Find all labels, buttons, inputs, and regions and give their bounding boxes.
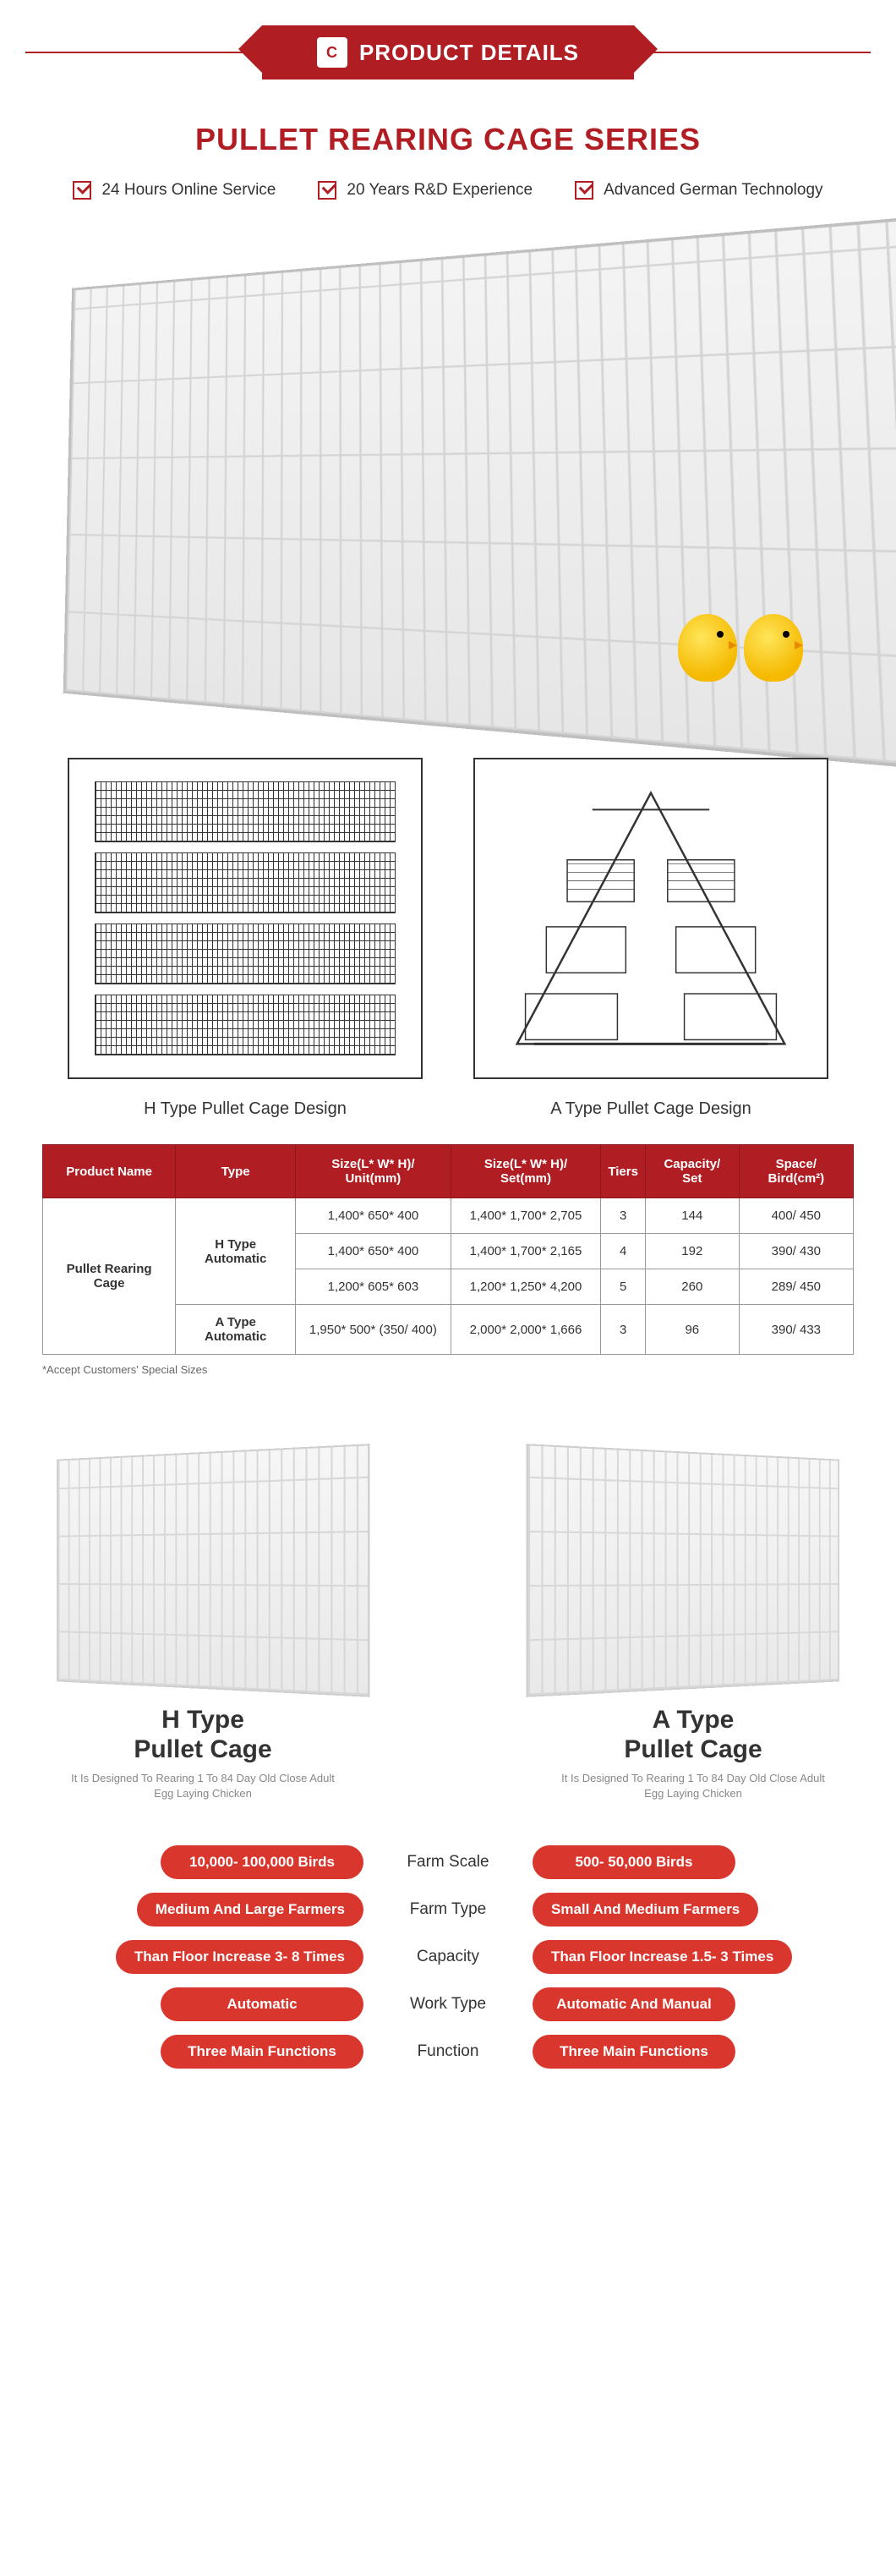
spec-cell: 1,400* 650* 400 [296,1234,451,1269]
cage-render-icon [63,201,896,787]
badge-item: 20 Years R&D Experience [318,181,533,200]
spec-cell: 260 [645,1269,739,1305]
compare-row-label: Work Type [363,1995,533,2014]
badge-item: 24 Hours Online Service [73,181,276,200]
spec-cell: 1,400* 1,700* 2,705 [451,1198,601,1234]
spec-cell: 144 [645,1198,739,1234]
compare-pill-right: Than Floor Increase 1.5- 3 Times [533,1940,792,1974]
spec-row: Pullet Rearing CageH Type Automatic1,400… [43,1198,854,1234]
compare-row-label: Function [363,2042,533,2061]
badge-item: Advanced German Technology [575,181,822,200]
badge-text: Advanced German Technology [604,181,822,200]
diagram-a-box: A Type Pullet Cage Design [473,758,828,1119]
compare-pill-left: Automatic [161,1987,363,2021]
spec-header-cell: Space/ Bird(cm²) [739,1145,853,1198]
diagram-a-label: A Type Pullet Cage Design [473,1099,828,1119]
compare-left-sub: It Is Designed To Rearing 1 To 84 Day Ol… [42,1771,363,1801]
diagram-h-icon [68,758,423,1079]
badge-row: 24 Hours Online Service 20 Years R&D Exp… [0,181,896,200]
compare-right-sub: It Is Designed To Rearing 1 To 84 Day Ol… [533,1771,854,1801]
banner-label: PRODUCT DETAILS [359,40,579,66]
compare-right-title-2: Pullet Cage [533,1735,854,1765]
banner: C PRODUCT DETAILS [0,25,896,79]
spec-cell: 3 [601,1198,646,1234]
spec-cell: 2,000* 2,000* 1,666 [451,1305,601,1355]
spec-type-cell: H Type Automatic [176,1198,296,1305]
compare-left-title-1: H Type [42,1706,363,1735]
spec-cell: 390/ 430 [739,1234,853,1269]
check-icon [575,181,593,200]
compare-right-title-1: A Type [533,1706,854,1735]
compare-pill-left: 10,000- 100,000 Birds [161,1845,363,1879]
badge-text: 24 Hours Online Service [101,181,276,200]
spec-cell: 5 [601,1269,646,1305]
spec-header-cell: Tiers [601,1145,646,1198]
compare-row-label: Farm Scale [363,1853,533,1872]
diagram-row: H Type Pullet Cage Design A Type Pullet … [0,758,896,1119]
badge-text: 20 Years R&D Experience [347,181,533,200]
spec-cell: 1,400* 1,700* 2,165 [451,1234,601,1269]
spec-cell: 1,200* 605* 603 [296,1269,451,1305]
compare-pill-left: Medium And Large Farmers [137,1893,363,1927]
chick-icon [678,614,737,682]
table-note: *Accept Customers' Special Sizes [42,1363,854,1376]
spec-cell: 1,400* 650* 400 [296,1198,451,1234]
compare-row-label: Farm Type [363,1900,533,1919]
compare-pill-right: Small And Medium Farmers [533,1893,758,1927]
spec-product-name: Pullet Rearing Cage [43,1198,176,1355]
spec-cell: 1,950* 500* (350/ 400) [296,1305,451,1355]
banner-ribbon: C PRODUCT DETAILS [262,25,634,79]
check-icon [73,181,91,200]
spec-type-cell: A Type Automatic [176,1305,296,1355]
spec-cell: 400/ 450 [739,1198,853,1234]
spec-header-cell: Product Name [43,1145,176,1198]
spec-header-cell: Size(L* W* H)/ Set(mm) [451,1145,601,1198]
spec-cell: 1,200* 1,250* 4,200 [451,1269,601,1305]
comparison-grid: H Type Pullet Cage It Is Designed To Rea… [42,1452,854,2069]
compare-right-col: A Type Pullet Cage It Is Designed To Rea… [533,1452,854,1801]
hero-product-image [42,250,854,690]
spec-cell: 4 [601,1234,646,1269]
brand-logo-icon: C [317,37,347,68]
compare-left-title-2: Pullet Cage [42,1735,363,1765]
compare-pill-left: Three Main Functions [161,2035,363,2069]
diagram-a-icon [473,758,828,1079]
section-title: PULLET REARING CAGE SERIES [0,122,896,157]
spec-table: Product Name Type Size(L* W* H)/ Unit(mm… [42,1144,854,1355]
spec-header-cell: Size(L* W* H)/ Unit(mm) [296,1145,451,1198]
spec-cell: 192 [645,1234,739,1269]
compare-h-image-icon [57,1444,369,1697]
spec-header-cell: Capacity/ Set [645,1145,739,1198]
diagram-h-box: H Type Pullet Cage Design [68,758,423,1119]
chick-icon [744,614,803,682]
spec-cell: 390/ 433 [739,1305,853,1355]
spec-cell: 96 [645,1305,739,1355]
compare-pill-right: 500- 50,000 Birds [533,1845,735,1879]
check-icon [318,181,336,200]
compare-left-col: H Type Pullet Cage It Is Designed To Rea… [42,1452,363,1801]
spec-header-cell: Type [176,1145,296,1198]
diagram-h-label: H Type Pullet Cage Design [68,1099,423,1119]
compare-pill-left: Than Floor Increase 3- 8 Times [116,1940,363,1974]
spec-cell: 3 [601,1305,646,1355]
compare-a-image-icon [527,1444,839,1697]
spec-header-row: Product Name Type Size(L* W* H)/ Unit(mm… [43,1145,854,1198]
compare-pill-right: Three Main Functions [533,2035,735,2069]
spec-cell: 289/ 450 [739,1269,853,1305]
compare-row-label: Capacity [363,1948,533,1966]
compare-pill-right: Automatic And Manual [533,1987,735,2021]
chicks-decoration [678,614,803,682]
